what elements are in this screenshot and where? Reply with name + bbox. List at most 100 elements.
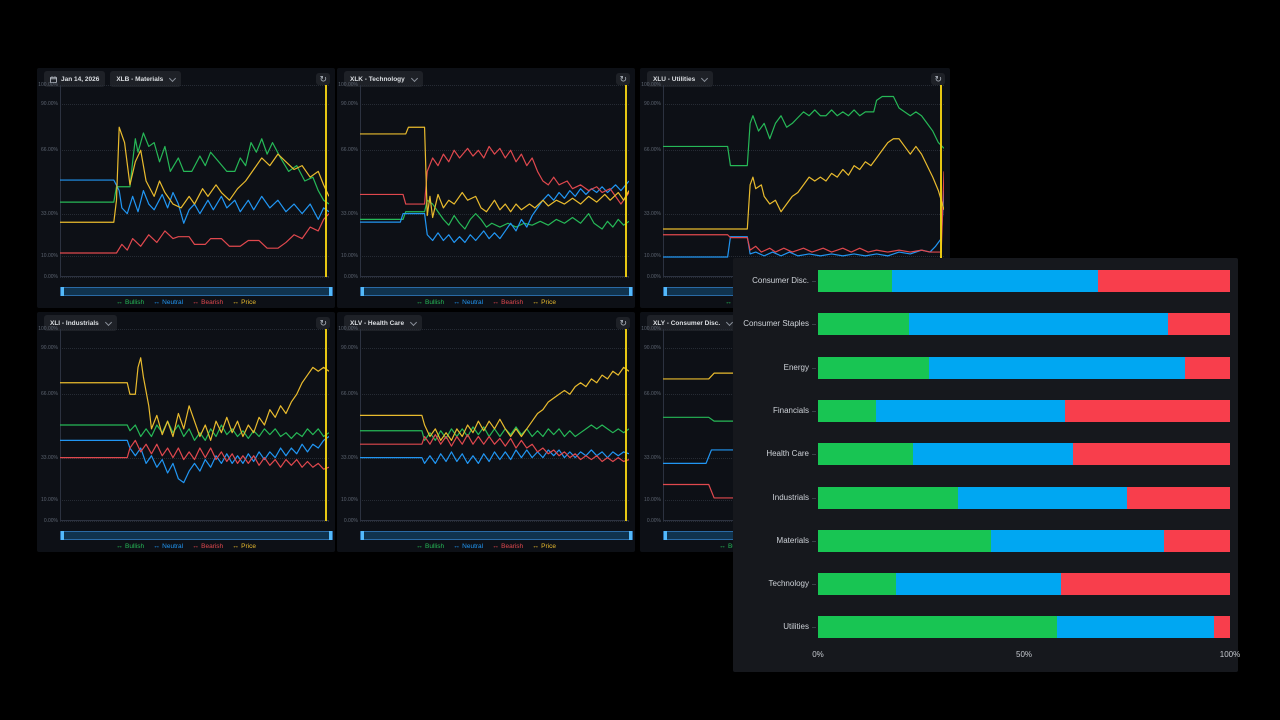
neutral-bar-segment[interactable] xyxy=(929,356,1185,379)
neutral-bar-segment[interactable] xyxy=(892,270,1099,292)
sentiment-lines-svg xyxy=(60,329,329,521)
range-slider[interactable] xyxy=(360,287,633,296)
bullish-bar-segment[interactable] xyxy=(818,270,893,292)
symbol-select-xlv[interactable]: XLV - Health Care xyxy=(344,315,423,331)
neutral-bar-segment[interactable] xyxy=(958,486,1127,509)
range-slider-left-handle[interactable] xyxy=(664,531,667,540)
legend-item-bearish[interactable]: ↔Bearish xyxy=(492,299,523,306)
bullish-bar-segment[interactable] xyxy=(818,486,959,509)
range-slider-right-handle[interactable] xyxy=(329,287,332,296)
chart-panel-xlv: XLV - Health Care ↻ 100.00% 90.00% 66.00% 33.… xyxy=(337,312,635,552)
legend-item-price[interactable]: ↔Price xyxy=(532,299,556,306)
range-slider-left-handle[interactable] xyxy=(361,287,364,296)
neutral-bar-segment[interactable] xyxy=(896,573,1062,596)
bearish-bar-segment[interactable] xyxy=(1164,529,1230,552)
y-axis-tick-label: 90.00% xyxy=(41,345,58,352)
bearish-legend-marker-icon: ↔ xyxy=(492,299,500,306)
legend-item-neutral[interactable]: ↔Neutral xyxy=(453,299,483,306)
bar-row: Financials xyxy=(733,399,1238,422)
y-axis-tick-label: 66.00% xyxy=(644,391,661,398)
stacked-bar xyxy=(818,356,1230,379)
bullish-bar-segment[interactable] xyxy=(818,573,897,596)
refresh-button[interactable]: ↻ xyxy=(931,73,945,85)
bearish-legend-marker-icon: ↔ xyxy=(492,543,500,550)
symbol-select-label: XLU - Utilities xyxy=(653,75,696,83)
sentiment-lines-svg xyxy=(360,85,629,277)
legend-item-bullish[interactable]: ↔Bullish xyxy=(116,299,144,306)
legend-item-neutral[interactable]: ↔Neutral xyxy=(453,543,483,550)
neutral-bar-segment[interactable] xyxy=(912,443,1074,466)
neutral-legend-marker-icon: ↔ xyxy=(153,543,161,550)
range-slider-left-handle[interactable] xyxy=(361,531,364,540)
bearish-bar-segment[interactable] xyxy=(1061,573,1230,596)
bearish-bar-segment[interactable] xyxy=(1168,313,1230,336)
sector-label: Health Care xyxy=(766,449,809,459)
y-axis-tick-label: 0.00% xyxy=(343,518,358,524)
legend-item-price[interactable]: ↔Price xyxy=(232,299,256,306)
gridline xyxy=(60,457,329,459)
chart-panel-xlk: XLK - Technology ↻ 100.00% 90.00% 66.00% 33.0… xyxy=(337,68,635,308)
symbol-select-label: XLI - Industrials xyxy=(50,319,99,327)
range-slider-right-handle[interactable] xyxy=(629,531,632,540)
neutral-bar-segment[interactable] xyxy=(991,529,1165,552)
legend-item-bullish[interactable]: ↔Bullish xyxy=(116,543,144,550)
legend-item-bearish[interactable]: ↔Bearish xyxy=(192,299,223,306)
bullish-bar-segment[interactable] xyxy=(818,616,1057,639)
symbol-select-xlk[interactable]: XLK - Technology xyxy=(344,71,423,87)
panel-header: XLV - Health Care ↻ xyxy=(344,315,630,331)
refresh-button[interactable]: ↻ xyxy=(316,317,330,329)
y-axis-tick-label: 33.00% xyxy=(644,210,661,217)
bearish-bar-segment[interactable] xyxy=(1184,356,1230,379)
range-slider-right-handle[interactable] xyxy=(629,287,632,296)
legend-item-neutral[interactable]: ↔Neutral xyxy=(153,543,183,550)
legend-item-neutral[interactable]: ↔Neutral xyxy=(153,299,183,306)
refresh-button[interactable]: ↻ xyxy=(316,73,330,85)
sector-label: Energy xyxy=(783,362,809,372)
neutral-bar-segment[interactable] xyxy=(908,313,1169,336)
y-axis-tick-label: 33.00% xyxy=(41,454,58,461)
symbol-select-xly[interactable]: XLY - Consumer Disc. xyxy=(647,315,739,331)
bullish-bar-segment[interactable] xyxy=(818,356,930,379)
calendar-icon xyxy=(50,75,57,83)
gridline xyxy=(663,104,944,106)
gridline xyxy=(60,348,329,350)
y-axis-line xyxy=(60,85,61,277)
bearish-bar-segment[interactable] xyxy=(1098,270,1230,292)
symbol-select-xli[interactable]: XLI - Industrials xyxy=(44,315,117,331)
symbol-select-xlb[interactable]: XLB - Materials xyxy=(110,71,182,87)
bearish-bar-segment[interactable] xyxy=(1073,443,1230,466)
range-slider[interactable] xyxy=(360,531,633,540)
bearish-bar-segment[interactable] xyxy=(1213,616,1230,639)
legend-item-price[interactable]: ↔Price xyxy=(532,543,556,550)
legend-item-bullish[interactable]: ↔Bullish xyxy=(416,543,444,550)
refresh-button[interactable]: ↻ xyxy=(616,73,630,85)
legend-item-bearish[interactable]: ↔Bearish xyxy=(192,543,223,550)
legend-item-bullish[interactable]: ↔Bullish xyxy=(416,299,444,306)
y-axis-tick-label: 66.00% xyxy=(341,391,358,398)
neutral-bar-segment[interactable] xyxy=(875,399,1066,422)
date-picker-button[interactable]: Jan 14, 2026 xyxy=(44,71,106,87)
bearish-bar-segment[interactable] xyxy=(1065,399,1230,422)
legend-item-price[interactable]: ↔Price xyxy=(232,543,256,550)
range-slider[interactable] xyxy=(60,531,333,540)
symbol-select-xlu[interactable]: XLU - Utilities xyxy=(647,71,714,87)
bar-row: Energy xyxy=(733,356,1238,379)
latest-date-marker-line xyxy=(625,329,627,521)
bullish-bar-segment[interactable] xyxy=(818,443,913,466)
range-slider-left-handle[interactable] xyxy=(61,531,64,540)
bullish-line-series xyxy=(663,97,944,166)
range-slider-right-handle[interactable] xyxy=(329,531,332,540)
range-slider-left-handle[interactable] xyxy=(664,287,667,296)
legend-label: Bullish xyxy=(125,299,145,306)
bearish-bar-segment[interactable] xyxy=(1126,486,1230,509)
bullish-bar-segment[interactable] xyxy=(818,399,876,422)
range-slider-left-handle[interactable] xyxy=(61,287,64,296)
neutral-line-series xyxy=(60,437,329,483)
legend-item-bearish[interactable]: ↔Bearish xyxy=(492,543,523,550)
bullish-bar-segment[interactable] xyxy=(818,529,992,552)
legend-label: Bearish xyxy=(201,299,224,306)
bullish-bar-segment[interactable] xyxy=(818,313,909,336)
range-slider[interactable] xyxy=(60,287,333,296)
neutral-bar-segment[interactable] xyxy=(1056,616,1214,639)
refresh-button[interactable]: ↻ xyxy=(616,317,630,329)
